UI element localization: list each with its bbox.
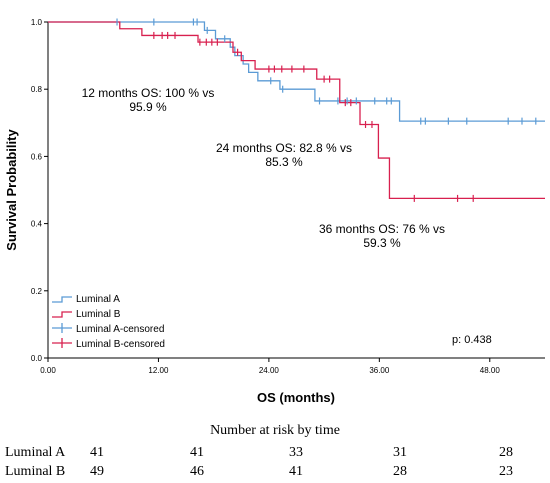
y-tick-label: 0.8 (31, 85, 43, 94)
risk-value: 49 (90, 464, 104, 479)
x-tick-label: 36.00 (369, 366, 390, 375)
risk-row-label: Luminal A (5, 445, 66, 460)
axes: 0.00 12.00 24.00 36.00 48.00 0.0 0.2 0.4 0.6 0.8 1… (31, 18, 545, 375)
x-axis-title: OS (months) (257, 390, 335, 405)
annotation-24m-line2: 85.3 % (265, 155, 303, 169)
risk-value: 33 (289, 445, 303, 460)
annotations: 12 months OS: 100 % vs 95.9 % 24 months … (82, 86, 445, 250)
y-tick-label: 1.0 (31, 18, 43, 27)
annotation-36m-line2: 59.3 % (363, 236, 401, 250)
legend-luminal-a-censored-swatch (52, 323, 72, 333)
risk-value: 28 (499, 445, 513, 460)
x-tick-label: 24.00 (259, 366, 280, 375)
y-tick-label: 0.0 (31, 354, 43, 363)
risk-table-title: Number at risk by time (210, 423, 340, 438)
plot-area (48, 22, 545, 358)
legend-luminal-a-censored-label: Luminal A-censored (76, 324, 164, 335)
risk-value: 46 (190, 464, 204, 479)
risk-value: 23 (499, 464, 513, 479)
risk-value: 41 (90, 445, 104, 460)
legend-luminal-b-swatch (52, 311, 72, 318)
risk-table-row: Luminal A 41 41 33 31 28 (0, 445, 550, 463)
y-axis-title: Survival Probability (4, 129, 19, 251)
legend-luminal-a-swatch (52, 296, 72, 303)
risk-value: 41 (190, 445, 204, 460)
censor-marks (116, 18, 537, 202)
p-value: p: 0.438 (452, 334, 492, 346)
survival-chart: 0.00 12.00 24.00 36.00 48.00 0.0 0.2 0.4 0.6 0.8 1… (4, 18, 545, 405)
legend-luminal-b-censored-label: Luminal B-censored (76, 339, 165, 350)
legend-luminal-b-censored-swatch (52, 338, 72, 348)
annotation-36m-line1: 36 months OS: 76 % vs (319, 222, 445, 236)
risk-row-label: Luminal B (5, 464, 66, 479)
risk-value: 31 (393, 445, 407, 460)
x-tick-label: 48.00 (480, 366, 501, 375)
legend-luminal-a-label: Luminal A (76, 294, 120, 305)
y-tick-label: 0.4 (31, 220, 43, 229)
y-tick-label: 0.2 (31, 287, 43, 296)
luminal-b-survival-line (48, 21, 545, 200)
x-tick-label: 12.00 (148, 366, 169, 375)
y-tick-label: 0.6 (31, 152, 43, 161)
annotation-24m-line1: 24 months OS: 82.8 % vs (216, 141, 352, 155)
risk-value: 41 (289, 464, 303, 479)
risk-value: 28 (393, 464, 407, 479)
luminal-a-survival-line (48, 21, 545, 122)
annotation-12m-line1: 12 months OS: 100 % vs (82, 86, 215, 100)
risk-table-row: Luminal B 49 46 41 28 23 (0, 464, 550, 482)
legend-luminal-b-label: Luminal B (76, 309, 121, 320)
annotation-12m-line2: 95.9 % (129, 100, 167, 114)
x-tick-label: 0.00 (40, 366, 56, 375)
legend: Luminal A Luminal B Luminal A-censored L… (52, 294, 165, 350)
survival-lines (48, 21, 545, 200)
